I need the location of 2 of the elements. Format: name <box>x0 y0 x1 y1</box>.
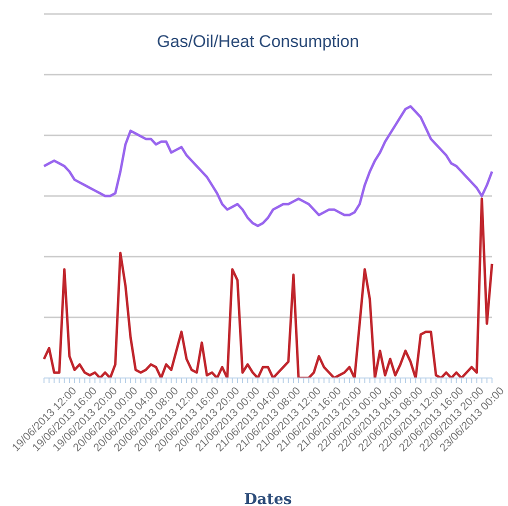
x-axis-title: Dates <box>244 490 292 506</box>
chart-title: Gas/Oil/Heat Consumption <box>156 32 360 52</box>
